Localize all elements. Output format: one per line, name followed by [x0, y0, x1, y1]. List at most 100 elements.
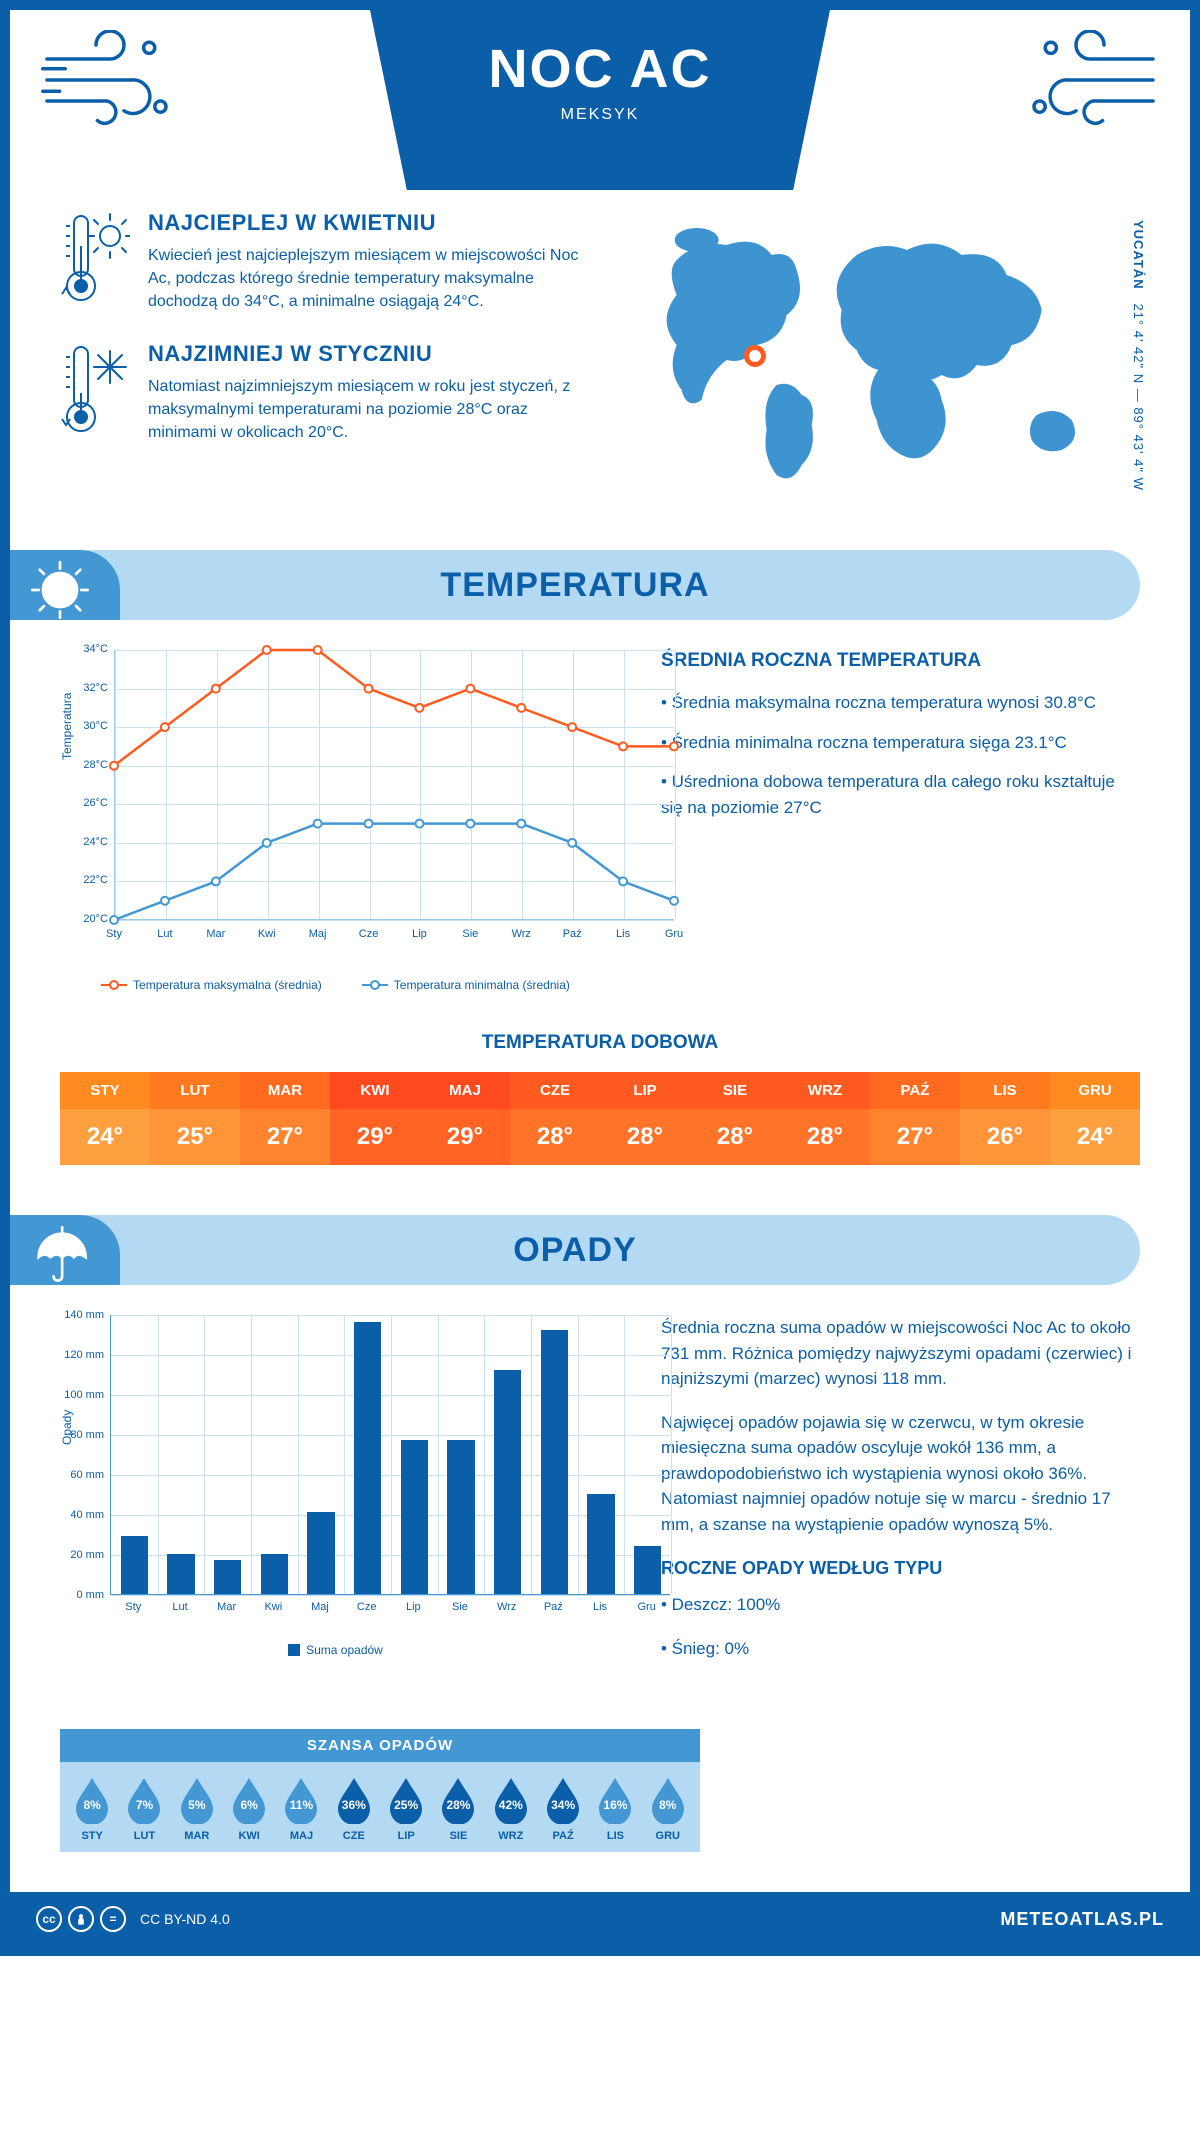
- precip-bar: [447, 1440, 474, 1594]
- chance-column: 11% MAJ: [275, 1776, 327, 1842]
- chance-month-label: LIP: [380, 1830, 432, 1842]
- daily-month-label: LIP: [600, 1072, 690, 1109]
- precip-bar: [494, 1370, 521, 1594]
- x-tick-label: Lut: [151, 928, 179, 940]
- raindrop-icon: 6%: [229, 1776, 269, 1824]
- license-badges: cc = CC BY-ND 4.0: [36, 1906, 230, 1932]
- y-tick-label: 26°C: [60, 797, 108, 809]
- legend-max: Temperatura maksymalna (średnia): [101, 978, 322, 992]
- x-tick-label: Lis: [609, 928, 637, 940]
- page: NOC AC MEKSYK: [0, 0, 1200, 1956]
- page-header: NOC AC MEKSYK: [10, 10, 1190, 190]
- thermometer-sun-icon: [60, 210, 130, 315]
- daily-temp-value: 27°: [240, 1109, 330, 1165]
- chance-column: 7% LUT: [118, 1776, 170, 1842]
- daily-column: CZE28°: [510, 1072, 600, 1165]
- daily-temp-value: 28°: [510, 1109, 600, 1165]
- precip-chart: Opady 0 mm20 mm40 mm60 mm80 mm100 mm120 …: [60, 1315, 611, 1679]
- chance-column: 36% CZE: [328, 1776, 380, 1842]
- fact-title: NAJZIMNIEJ W STYCZNIU: [148, 341, 593, 367]
- x-tick-label: Lis: [577, 1601, 624, 1613]
- daily-column: LIS26°: [960, 1072, 1050, 1165]
- by-icon: [68, 1906, 94, 1932]
- chance-value: 34%: [543, 1798, 583, 1812]
- daily-month-label: GRU: [1050, 1072, 1140, 1109]
- chance-month-label: CZE: [328, 1830, 380, 1842]
- precip-bar: [634, 1546, 661, 1594]
- raindrop-icon: 36%: [334, 1776, 374, 1824]
- footer-brand: METEOATLAS.PL: [1000, 1909, 1164, 1930]
- daily-column: KWI29°: [330, 1072, 420, 1165]
- daily-month-label: KWI: [330, 1072, 420, 1109]
- precip-bar: [541, 1330, 568, 1594]
- chance-value: 16%: [595, 1798, 635, 1812]
- x-tick-label: Kwi: [253, 928, 281, 940]
- daily-temp-value: 29°: [330, 1109, 420, 1165]
- x-tick-label: Lip: [390, 1601, 437, 1613]
- y-tick-label: 120 mm: [60, 1349, 104, 1361]
- fact-title: NAJCIEPLEJ W KWIETNIU: [148, 210, 593, 236]
- map-column: YUCATÁN 21° 4' 42" N — 89° 43' 4" W: [633, 210, 1140, 510]
- chance-value: 36%: [334, 1798, 374, 1812]
- raindrop-icon: 8%: [648, 1776, 688, 1824]
- x-tick-label: Gru: [623, 1601, 670, 1613]
- precip-bar: [354, 1322, 381, 1594]
- section-header-precip: OPADY: [10, 1215, 1140, 1285]
- x-tick-label: Lip: [405, 928, 433, 940]
- daily-temp-value: 28°: [780, 1109, 870, 1165]
- legend-sum: Suma opadów: [288, 1643, 383, 1657]
- daily-month-label: MAR: [240, 1072, 330, 1109]
- y-tick-label: 140 mm: [60, 1309, 104, 1321]
- daily-month-label: SIE: [690, 1072, 780, 1109]
- desc-bullet: • Średnia maksymalna roczna temperatura …: [661, 690, 1140, 716]
- x-tick-label: Paź: [530, 1601, 577, 1613]
- y-tick-label: 32°C: [60, 682, 108, 694]
- daily-column: WRZ28°: [780, 1072, 870, 1165]
- daily-column: LUT25°: [150, 1072, 240, 1165]
- sun-icon: [28, 558, 92, 622]
- fact-text: Natomiast najzimniejszym miesiącem w rok…: [148, 375, 593, 445]
- y-tick-label: 80 mm: [60, 1429, 104, 1441]
- section-title: TEMPERATURA: [440, 566, 709, 605]
- desc-para: Średnia roczna suma opadów w miejscowośc…: [661, 1315, 1140, 1392]
- raindrop-icon: 11%: [281, 1776, 321, 1824]
- fact-text: Kwiecień jest najcieplejszym miesiącem w…: [148, 244, 593, 314]
- y-tick-label: 30°C: [60, 720, 108, 732]
- daily-temperature-table: STY24°LUT25°MAR27°KWI29°MAJ29°CZE28°LIP2…: [60, 1072, 1140, 1165]
- x-tick-label: Paź: [558, 928, 586, 940]
- daily-month-label: WRZ: [780, 1072, 870, 1109]
- x-tick-label: Mar: [203, 1601, 250, 1613]
- precip-bar: [167, 1554, 194, 1594]
- chance-month-label: PAŹ: [537, 1830, 589, 1842]
- chance-column: 8% GRU: [642, 1776, 694, 1842]
- y-tick-label: 22°C: [60, 874, 108, 886]
- chance-month-label: SIE: [432, 1830, 484, 1842]
- raindrop-icon: 42%: [491, 1776, 531, 1824]
- daily-column: SIE28°: [690, 1072, 780, 1165]
- chance-value: 28%: [438, 1798, 478, 1812]
- daily-column: STY24°: [60, 1072, 150, 1165]
- daily-temp-value: 24°: [1050, 1109, 1140, 1165]
- x-tick-label: Cze: [343, 1601, 390, 1613]
- world-map: [633, 210, 1140, 510]
- intro-section: NAJCIEPLEJ W KWIETNIU Kwiecień jest najc…: [10, 190, 1190, 550]
- daily-column: MAJ29°: [420, 1072, 510, 1165]
- daily-column: GRU24°: [1050, 1072, 1140, 1165]
- y-tick-label: 20 mm: [60, 1549, 104, 1561]
- daily-column: MAR27°: [240, 1072, 330, 1165]
- fact-hottest: NAJCIEPLEJ W KWIETNIU Kwiecień jest najc…: [60, 210, 593, 315]
- umbrella-icon: [28, 1223, 92, 1287]
- desc-para: Najwięcej opadów pojawia się w czerwcu, …: [661, 1410, 1140, 1538]
- chance-month-label: GRU: [642, 1830, 694, 1842]
- precip-type-heading: ROCZNE OPADY WEDŁUG TYPU: [661, 1555, 1140, 1582]
- raindrop-icon: 34%: [543, 1776, 583, 1824]
- daily-temp-value: 24°: [60, 1109, 150, 1165]
- precip-description: Średnia roczna suma opadów w miejscowośc…: [661, 1315, 1140, 1679]
- x-tick-label: Cze: [355, 928, 383, 940]
- wind-icon: [40, 30, 180, 130]
- precip-block: Opady 0 mm20 mm40 mm60 mm80 mm100 mm120 …: [10, 1315, 1190, 1709]
- x-tick-label: Sie: [456, 928, 484, 940]
- page-footer: cc = CC BY-ND 4.0 METEOATLAS.PL: [10, 1892, 1190, 1946]
- temperature-description: ŚREDNIA ROCZNA TEMPERATURA • Średnia mak…: [661, 650, 1140, 992]
- wind-icon: [1020, 30, 1160, 130]
